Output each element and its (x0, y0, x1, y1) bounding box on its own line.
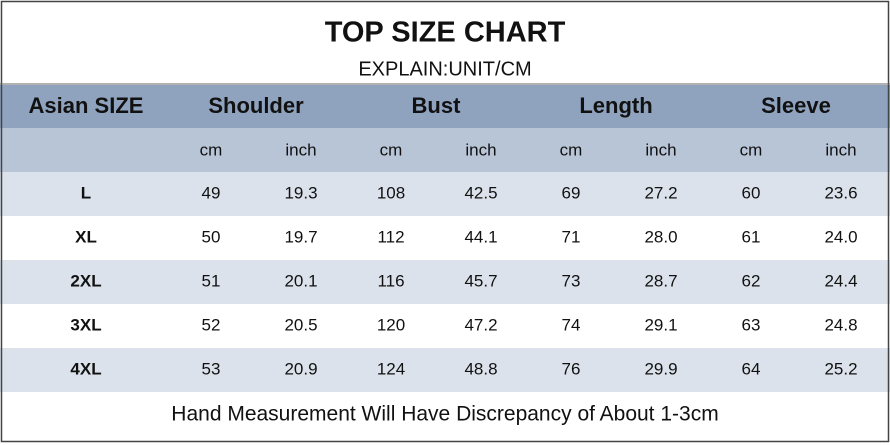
cell: 124 (377, 359, 405, 378)
cell: 42.5 (464, 183, 497, 202)
cell: 29.1 (644, 315, 677, 334)
footer-note: Hand Measurement Will Have Discrepancy o… (171, 403, 718, 426)
cell: 23.6 (824, 183, 857, 202)
cell: 28.0 (644, 227, 677, 246)
size-label: 3XL (70, 315, 101, 334)
cell: 20.5 (284, 315, 317, 334)
cell: 24.8 (824, 315, 857, 334)
unit-label: cm (200, 140, 223, 159)
cell: 60 (742, 183, 761, 202)
cell: 108 (377, 183, 405, 202)
cell: 25.2 (824, 359, 857, 378)
group-header: Bust (412, 93, 462, 118)
cell: 20.1 (284, 271, 317, 290)
cell: 112 (377, 227, 404, 246)
row-bg (0, 348, 890, 392)
cell: 29.9 (644, 359, 677, 378)
cell: 63 (742, 315, 761, 334)
row-bg (0, 304, 890, 348)
unit-label: inch (645, 140, 676, 159)
cell: 19.7 (284, 227, 317, 246)
cell: 73 (562, 271, 581, 290)
group-header: Shoulder (208, 93, 304, 118)
group-header: Sleeve (761, 93, 831, 118)
unit-row-bg (0, 128, 890, 172)
title: TOP SIZE CHART (325, 17, 566, 49)
subtitle: EXPLAIN:UNIT/CM (358, 58, 531, 80)
unit-label: cm (380, 140, 403, 159)
unit-label: inch (285, 140, 316, 159)
row-bg (0, 172, 890, 216)
cell: 50 (202, 227, 221, 246)
cell: 69 (562, 183, 581, 202)
row-bg (0, 260, 890, 304)
cell: 120 (377, 315, 405, 334)
cell: 49 (202, 183, 221, 202)
cell: 116 (377, 271, 404, 290)
cell: 64 (742, 359, 761, 378)
unit-label: inch (825, 140, 856, 159)
size-label: XL (75, 227, 97, 246)
group-header: Length (579, 93, 652, 118)
size-header: Asian SIZE (29, 93, 144, 118)
cell: 47.2 (464, 315, 497, 334)
size-label: L (81, 183, 91, 202)
header-row-bg (0, 85, 890, 128)
size-label: 2XL (70, 271, 101, 290)
unit-label: cm (560, 140, 583, 159)
cell: 27.2 (644, 183, 677, 202)
cell: 74 (562, 315, 581, 334)
cell: 45.7 (464, 271, 497, 290)
cell: 53 (202, 359, 221, 378)
cell: 19.3 (284, 183, 317, 202)
cell: 71 (562, 227, 581, 246)
cell: 20.9 (284, 359, 317, 378)
cell: 28.7 (644, 271, 677, 290)
cell: 24.0 (824, 227, 857, 246)
cell: 52 (202, 315, 221, 334)
row-bg (0, 216, 890, 260)
cell: 76 (562, 359, 581, 378)
cell: 24.4 (824, 271, 857, 290)
cell: 44.1 (464, 227, 497, 246)
size-label: 4XL (70, 359, 101, 378)
unit-label: cm (740, 140, 763, 159)
cell: 48.8 (464, 359, 497, 378)
cell: 51 (202, 271, 221, 290)
unit-label: inch (465, 140, 496, 159)
cell: 62 (742, 271, 761, 290)
cell: 61 (742, 227, 761, 246)
